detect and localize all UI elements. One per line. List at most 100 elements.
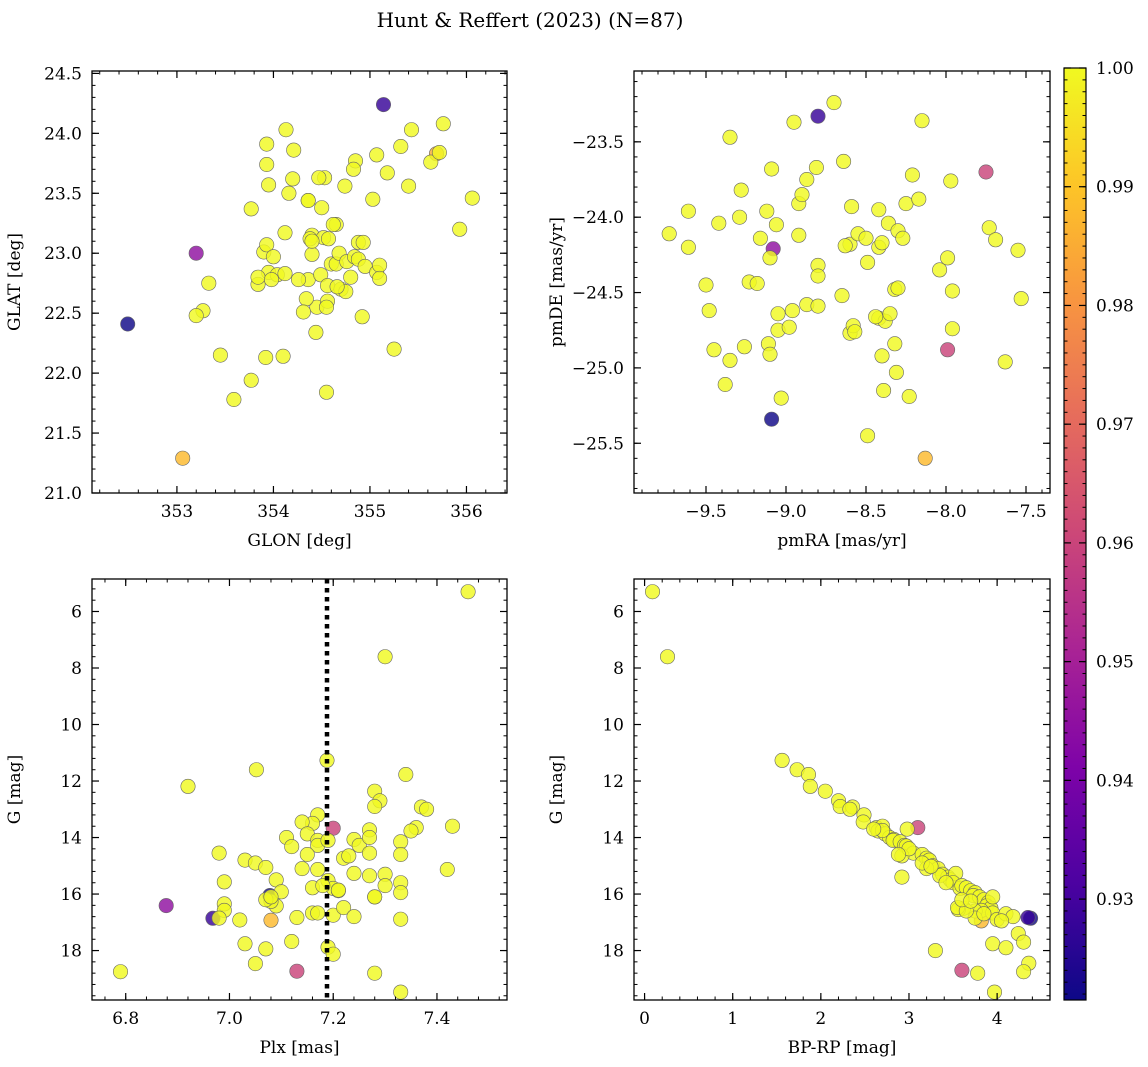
y-tick-label: 6 — [613, 602, 624, 622]
data-point — [644, 584, 660, 600]
data-point — [791, 227, 807, 243]
axes-frame — [91, 578, 508, 1001]
data-point — [858, 230, 874, 246]
points — [661, 95, 1029, 466]
data-point — [379, 165, 395, 181]
data-point — [263, 912, 279, 928]
y-tick-label: −24.5 — [572, 284, 624, 304]
data-point — [318, 299, 334, 315]
data-point — [722, 352, 738, 368]
x-tick-label: −9.0 — [765, 502, 806, 522]
data-point — [367, 798, 383, 814]
data-point — [346, 909, 362, 925]
data-point — [337, 178, 353, 194]
data-point — [860, 428, 876, 444]
data-point — [226, 391, 242, 407]
data-point — [810, 268, 826, 284]
data-point — [330, 882, 346, 898]
data-point — [372, 257, 388, 273]
data-point — [277, 266, 293, 282]
data-point — [354, 309, 370, 325]
data-point — [1020, 909, 1036, 925]
data-point — [986, 984, 1002, 1000]
data-point — [1016, 964, 1032, 980]
colorbar-tick-label: 0.95 — [1096, 653, 1134, 673]
data-point — [263, 272, 279, 288]
data-point — [717, 376, 733, 392]
data-point — [188, 308, 204, 324]
data-point — [313, 267, 329, 283]
data-point — [944, 283, 960, 299]
data-point — [904, 167, 920, 183]
data-point — [372, 270, 388, 286]
data-point — [345, 161, 361, 177]
y-axis-label: pmDE [mas/yr] — [547, 217, 567, 347]
data-point — [367, 889, 383, 905]
data-point — [258, 349, 274, 365]
data-point — [285, 171, 301, 187]
colorbar-tick-label: 0.94 — [1096, 771, 1134, 791]
data-point — [336, 900, 352, 916]
data-point — [888, 364, 904, 380]
data-point — [774, 752, 790, 768]
x-axis-label: BP-RP [mag] — [788, 1038, 897, 1058]
data-point — [826, 95, 842, 111]
data-point — [325, 946, 341, 962]
data-point — [866, 821, 882, 837]
data-point — [369, 147, 385, 163]
data-point — [310, 861, 326, 877]
y-tick-label: −24.0 — [572, 208, 624, 228]
data-point — [997, 354, 1013, 370]
x-tick-label: 2 — [815, 1009, 826, 1029]
data-point — [216, 874, 232, 890]
y-tick-label: 8 — [613, 659, 624, 679]
data-point — [393, 885, 409, 901]
data-point — [365, 191, 381, 207]
x-tick-label: −7.5 — [1005, 502, 1046, 522]
data-point — [188, 245, 204, 261]
x-tick-label: −9.5 — [685, 502, 726, 522]
data-point — [444, 818, 460, 834]
data-point — [680, 239, 696, 255]
data-point — [377, 649, 393, 665]
data-point — [393, 911, 409, 927]
y-tick-label: 24.0 — [44, 124, 82, 144]
data-point — [1013, 291, 1029, 307]
colorbar-tick-label: 0.98 — [1096, 296, 1134, 316]
y-axis-label: G [mag] — [547, 755, 567, 824]
y-axis-label: GLAT [deg] — [5, 233, 25, 331]
data-point — [265, 249, 281, 265]
data-point — [375, 97, 391, 113]
data-point — [398, 766, 414, 782]
data-point — [680, 203, 696, 219]
y-tick-label: 16 — [602, 885, 624, 905]
y-axis-label: G [mag] — [5, 755, 25, 824]
y-tick-label: 23.0 — [44, 244, 82, 264]
data-point — [393, 139, 409, 155]
data-point — [298, 291, 314, 307]
points — [644, 584, 1039, 1000]
data-point — [180, 778, 196, 794]
scatter-panel-plx-g: Plx [mas] G [mag] 6.8 7.0 7.2 7.4 6 8 10 12 14 16… — [5, 578, 508, 1058]
data-point — [460, 584, 476, 600]
data-point — [278, 122, 294, 138]
data-point — [212, 347, 228, 363]
data-point — [393, 846, 409, 862]
data-point — [808, 160, 824, 176]
colorbar-tick-label: 0.97 — [1096, 415, 1134, 435]
data-point — [361, 829, 377, 845]
data-point — [711, 215, 727, 231]
y-tick-label: −25.5 — [572, 434, 624, 454]
data-point — [281, 185, 297, 201]
data-point — [917, 450, 933, 466]
data-point — [899, 821, 915, 837]
y-tick-label: 6 — [71, 602, 82, 622]
data-point — [295, 304, 311, 320]
y-tick-label: 18 — [60, 942, 82, 962]
data-point — [232, 912, 248, 928]
data-point — [393, 984, 409, 1000]
data-point — [318, 384, 334, 400]
x-axis-label: pmRA [mas/yr] — [777, 531, 906, 551]
colorbar-tick-label: 0.99 — [1096, 178, 1134, 198]
figure-title: Hunt & Reffert (2023) (N=87) — [377, 8, 684, 32]
